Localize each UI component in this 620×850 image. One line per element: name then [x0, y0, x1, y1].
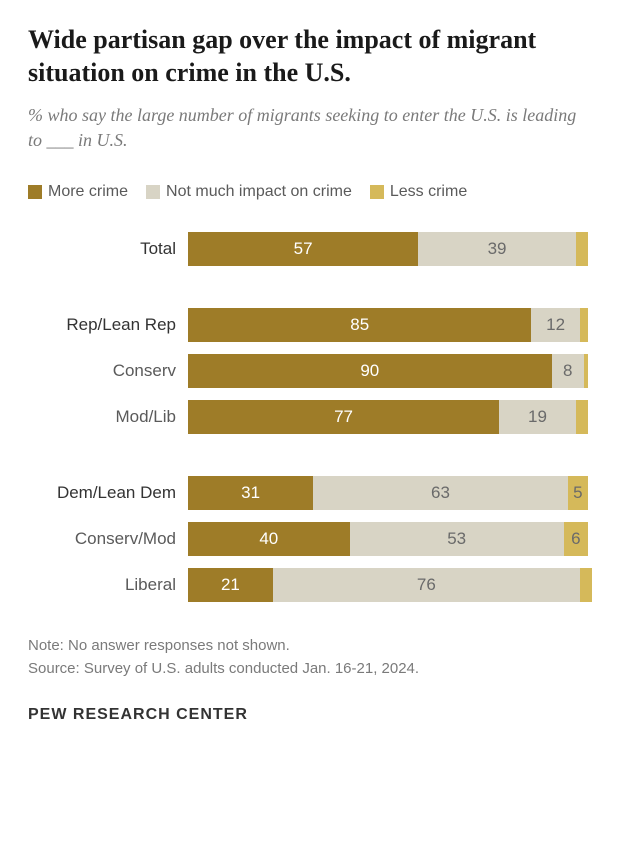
chart-note: Note: No answer responses not shown. Sou…: [28, 635, 592, 680]
bar-label: Liberal: [28, 575, 188, 595]
bar-row: Mod/Lib7719: [28, 397, 592, 437]
bar-track: 8512: [188, 308, 592, 342]
bar-track: 908: [188, 354, 592, 388]
bar-segment: 5: [568, 476, 588, 510]
bar-segment: [580, 308, 588, 342]
bar-label: Conserv/Mod: [28, 529, 188, 549]
bar-label: Mod/Lib: [28, 407, 188, 427]
chart-title: Wide partisan gap over the impact of mig…: [28, 24, 592, 89]
legend-label: More crime: [48, 183, 128, 201]
bar-row: Liberal2176: [28, 565, 592, 605]
bar-segment: 19: [499, 400, 576, 434]
bar-segment: 6: [564, 522, 588, 556]
bar-segment: 12: [531, 308, 579, 342]
legend-swatch: [146, 185, 160, 199]
bar-segment: [584, 354, 588, 388]
legend-item: Not much impact on crime: [146, 183, 352, 201]
bar-segment: 8: [552, 354, 584, 388]
bar-label: Rep/Lean Rep: [28, 315, 188, 335]
bar-label: Total: [28, 239, 188, 259]
bar-track: 7719: [188, 400, 592, 434]
bar-segment: 63: [313, 476, 568, 510]
stacked-bar-chart: Total5739Rep/Lean Rep8512Conserv908Mod/L…: [28, 229, 592, 605]
legend-swatch: [28, 185, 42, 199]
bar-segment: 85: [188, 308, 531, 342]
chart-subtitle: % who say the large number of migrants s…: [28, 103, 592, 153]
bar-segment: [576, 400, 588, 434]
bar-track: 40536: [188, 522, 592, 556]
bar-segment: [580, 568, 592, 602]
bar-segment: 77: [188, 400, 499, 434]
bar-segment: 21: [188, 568, 273, 602]
bar-label: Dem/Lean Dem: [28, 483, 188, 503]
legend-label: Not much impact on crime: [166, 183, 352, 201]
bar-segment: 31: [188, 476, 313, 510]
bar-track: 2176: [188, 568, 592, 602]
bar-row: Dem/Lean Dem31635: [28, 473, 592, 513]
legend: More crime Not much impact on crime Less c…: [28, 183, 592, 201]
bar-label: Conserv: [28, 361, 188, 381]
bar-segment: [576, 232, 588, 266]
legend-label: Less crime: [390, 183, 467, 201]
bar-track: 5739: [188, 232, 592, 266]
bar-track: 31635: [188, 476, 592, 510]
legend-item: More crime: [28, 183, 128, 201]
bar-row: Total5739: [28, 229, 592, 269]
bar-segment: 57: [188, 232, 418, 266]
bar-segment: 40: [188, 522, 350, 556]
bar-segment: 76: [273, 568, 580, 602]
bar-row: Conserv908: [28, 351, 592, 391]
bar-segment: 90: [188, 354, 552, 388]
bar-row: Rep/Lean Rep8512: [28, 305, 592, 345]
bar-segment: 53: [350, 522, 564, 556]
source-line: Source: Survey of U.S. adults conducted …: [28, 658, 592, 681]
note-line: Note: No answer responses not shown.: [28, 635, 592, 658]
bar-row: Conserv/Mod40536: [28, 519, 592, 559]
bar-segment: 39: [418, 232, 576, 266]
legend-swatch: [370, 185, 384, 199]
attribution: PEW RESEARCH CENTER: [28, 706, 592, 724]
legend-item: Less crime: [370, 183, 467, 201]
